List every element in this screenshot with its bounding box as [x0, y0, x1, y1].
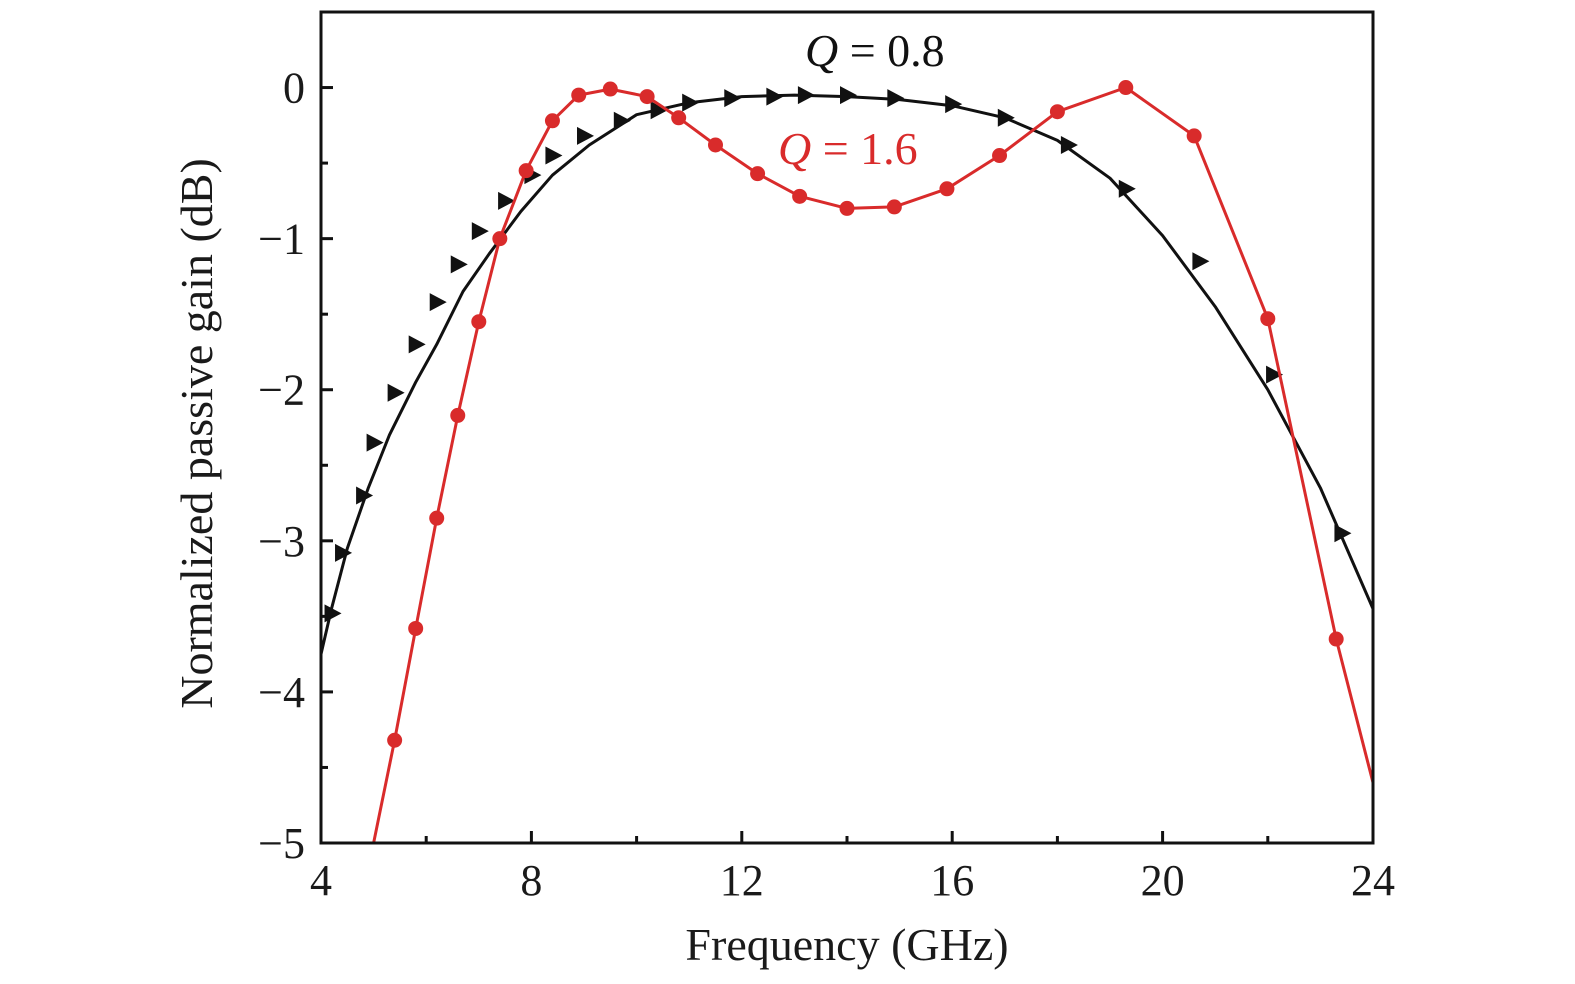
data-point: [387, 383, 405, 402]
data-point: [797, 86, 815, 105]
data-point: [1049, 104, 1065, 120]
x-tick-label: 12: [720, 856, 764, 905]
data-point: [324, 604, 342, 623]
data-point: [518, 163, 534, 179]
labels-layer: 4 8 12 16 20 24 0 −1 −2 −3 −4 −5: [258, 64, 1395, 905]
data-point: [429, 293, 447, 312]
y-axis-title: Normalized passive gain (dB): [171, 158, 222, 709]
data-point: [335, 543, 353, 562]
data-point: [1334, 524, 1352, 543]
data-point: [724, 89, 742, 108]
data-point: [450, 407, 466, 423]
data-point: [577, 126, 594, 145]
data-point: [471, 314, 487, 330]
data-point: [602, 81, 618, 97]
data-point: [498, 191, 516, 210]
data-point: [839, 200, 855, 216]
x-tick-label: 16: [930, 856, 974, 905]
data-point: [492, 231, 508, 247]
data-point: [1118, 179, 1136, 198]
data-point: [708, 137, 723, 153]
x-tick-label: 20: [1141, 856, 1185, 905]
data-point: [939, 181, 955, 197]
data-point: [366, 433, 384, 452]
series-label-q16-symbol: Q: [778, 123, 811, 174]
y-tick-label: −1: [258, 215, 305, 264]
data-point: [840, 86, 857, 105]
x-tick-label: 8: [520, 856, 542, 905]
x-axis-title: Frequency (GHz): [685, 919, 1008, 970]
data-point: [408, 335, 426, 354]
data-point: [450, 255, 468, 274]
data-point: [887, 89, 905, 108]
data-point: [650, 101, 668, 120]
data-point: [429, 510, 445, 526]
data-point: [945, 95, 963, 114]
data-point: [992, 148, 1008, 164]
y-tick-label: −4: [258, 668, 305, 717]
data-point: [1192, 252, 1210, 271]
data-point: [471, 222, 489, 241]
data-point: [356, 486, 374, 505]
x-tick-label: 4: [310, 856, 332, 905]
series-0: [321, 86, 1373, 655]
data-point: [792, 188, 808, 204]
data-point: [766, 87, 784, 106]
data-point: [571, 87, 587, 103]
data-point: [1266, 365, 1284, 384]
data-point: [1260, 311, 1276, 327]
data-point: [545, 146, 563, 165]
x-tick-label: 24: [1351, 856, 1395, 905]
data-point: [613, 111, 631, 130]
series-label-q08-value: = 0.8: [850, 25, 945, 76]
data-point: [997, 108, 1015, 127]
series-layer: [321, 80, 1373, 843]
ticks-layer: [319, 86, 1375, 845]
series-line: [321, 93, 1373, 655]
y-tick-label: −5: [258, 819, 305, 868]
series-line: [372, 86, 1373, 843]
y-tick-label: −2: [258, 366, 305, 415]
data-point: [682, 93, 700, 112]
series-label-q16: Q = 1.6: [778, 123, 918, 174]
data-point: [1118, 80, 1134, 96]
data-point: [886, 199, 902, 215]
series-label-q16-value: = 1.6: [823, 123, 918, 174]
series-label-q08: Q = 0.8: [805, 25, 945, 76]
data-point: [639, 89, 655, 105]
data-point: [408, 620, 424, 636]
series-1: [372, 80, 1373, 843]
y-tick-label: 0: [283, 64, 305, 113]
y-tick-label: −3: [258, 517, 305, 566]
data-point: [671, 110, 687, 126]
series-label-q08-symbol: Q: [805, 25, 838, 76]
data-point: [1186, 128, 1202, 144]
data-point: [544, 113, 560, 129]
data-point: [750, 166, 766, 182]
data-point: [1060, 135, 1078, 154]
data-point: [1328, 631, 1344, 647]
plot-frame: [319, 10, 1375, 845]
data-point: [387, 732, 403, 748]
